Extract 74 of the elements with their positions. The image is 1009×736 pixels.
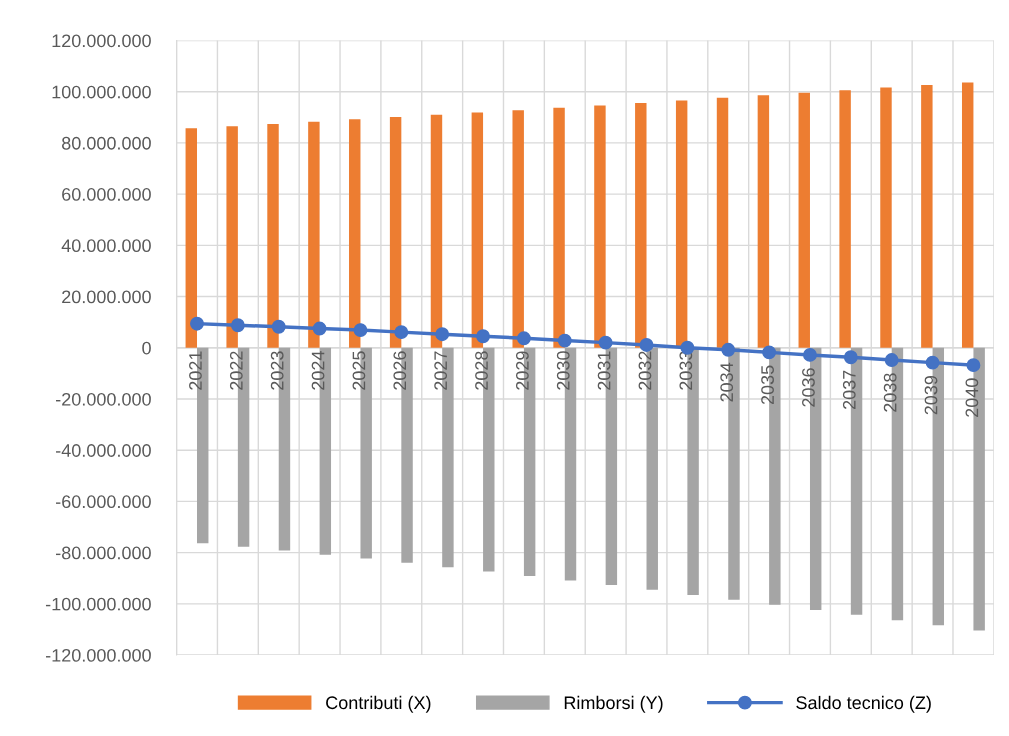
bar bbox=[349, 119, 361, 348]
bar bbox=[471, 112, 484, 348]
bar bbox=[757, 95, 770, 348]
point bbox=[312, 321, 327, 336]
y-tick-label: -100.000.000 bbox=[45, 597, 151, 611]
point bbox=[762, 345, 777, 360]
y-tick-label: -120.000.000 bbox=[45, 648, 151, 662]
point bbox=[639, 337, 654, 352]
bar bbox=[839, 90, 851, 348]
point bbox=[966, 358, 981, 373]
bar bbox=[798, 92, 810, 348]
point bbox=[435, 327, 450, 342]
x-tick-label: 2021 bbox=[189, 351, 202, 390]
bar bbox=[635, 102, 647, 348]
y-tick-label: -80.000.000 bbox=[56, 546, 151, 560]
bar bbox=[921, 85, 933, 348]
y-tick-label: -40.000.000 bbox=[56, 444, 151, 457]
point bbox=[803, 347, 817, 362]
point bbox=[884, 353, 899, 367]
x-tick-label: 2036 bbox=[802, 368, 815, 407]
legend-label: Contributi (X) bbox=[326, 695, 431, 713]
point bbox=[271, 319, 286, 334]
x-tick-label: 2035 bbox=[761, 365, 774, 405]
x-tick-label: 2039 bbox=[924, 375, 938, 415]
point bbox=[230, 318, 245, 333]
point bbox=[190, 316, 204, 331]
point bbox=[516, 331, 531, 346]
x-tick-label: 2026 bbox=[393, 351, 407, 390]
bar bbox=[185, 128, 198, 348]
y-tick-label: 20.000.000 bbox=[62, 290, 151, 304]
x-tick-label: 2034 bbox=[720, 362, 734, 402]
legend-label: Saldo tecnico (Z) bbox=[796, 695, 931, 713]
x-tick-label: 2032 bbox=[638, 351, 652, 390]
x-tick-label: 2028 bbox=[475, 351, 488, 390]
bar bbox=[716, 97, 729, 348]
x-tick-label: 2025 bbox=[352, 351, 366, 390]
bar bbox=[594, 105, 606, 348]
point bbox=[843, 350, 858, 365]
x-tick-label: 2031 bbox=[597, 351, 611, 390]
x-tick-label: 2022 bbox=[229, 351, 243, 390]
y-tick-label: 60.000.000 bbox=[62, 188, 151, 201]
legend-label: Rimborsi (Y) bbox=[564, 695, 663, 713]
y-tick-label: 40.000.000 bbox=[61, 239, 151, 253]
x-tick-label: 2029 bbox=[515, 351, 529, 390]
point bbox=[476, 329, 491, 344]
bar bbox=[308, 121, 320, 348]
x-tick-label: 2040 bbox=[965, 378, 979, 417]
point bbox=[598, 335, 613, 350]
y-tick-label: 120.000.000 bbox=[52, 34, 151, 48]
y-tick-label: -20.000.000 bbox=[56, 392, 151, 406]
y-tick-label: 0 bbox=[142, 341, 151, 355]
y-tick-label: 100.000.000 bbox=[52, 85, 151, 99]
x-tick-label: 2023 bbox=[270, 351, 284, 390]
bar bbox=[389, 117, 402, 348]
bar bbox=[430, 114, 443, 348]
bar bbox=[553, 107, 565, 348]
x-tick-label: 2024 bbox=[311, 351, 325, 390]
x-tick-label: 2037 bbox=[842, 370, 856, 409]
point bbox=[353, 323, 368, 338]
bar bbox=[961, 82, 974, 348]
bar bbox=[267, 123, 279, 348]
x-tick-label: 2030 bbox=[556, 351, 570, 390]
y-tick-label: -60.000.000 bbox=[56, 495, 151, 509]
bar bbox=[880, 87, 892, 348]
bar bbox=[226, 126, 238, 348]
y-tick-label: 80.000.000 bbox=[62, 136, 151, 150]
x-tick-label: 2027 bbox=[434, 351, 448, 390]
bar bbox=[675, 100, 688, 348]
point bbox=[394, 325, 409, 340]
point bbox=[721, 342, 736, 357]
point bbox=[925, 355, 940, 370]
point bbox=[557, 333, 572, 348]
x-tick-label: 2038 bbox=[883, 373, 897, 412]
bar bbox=[512, 110, 524, 348]
